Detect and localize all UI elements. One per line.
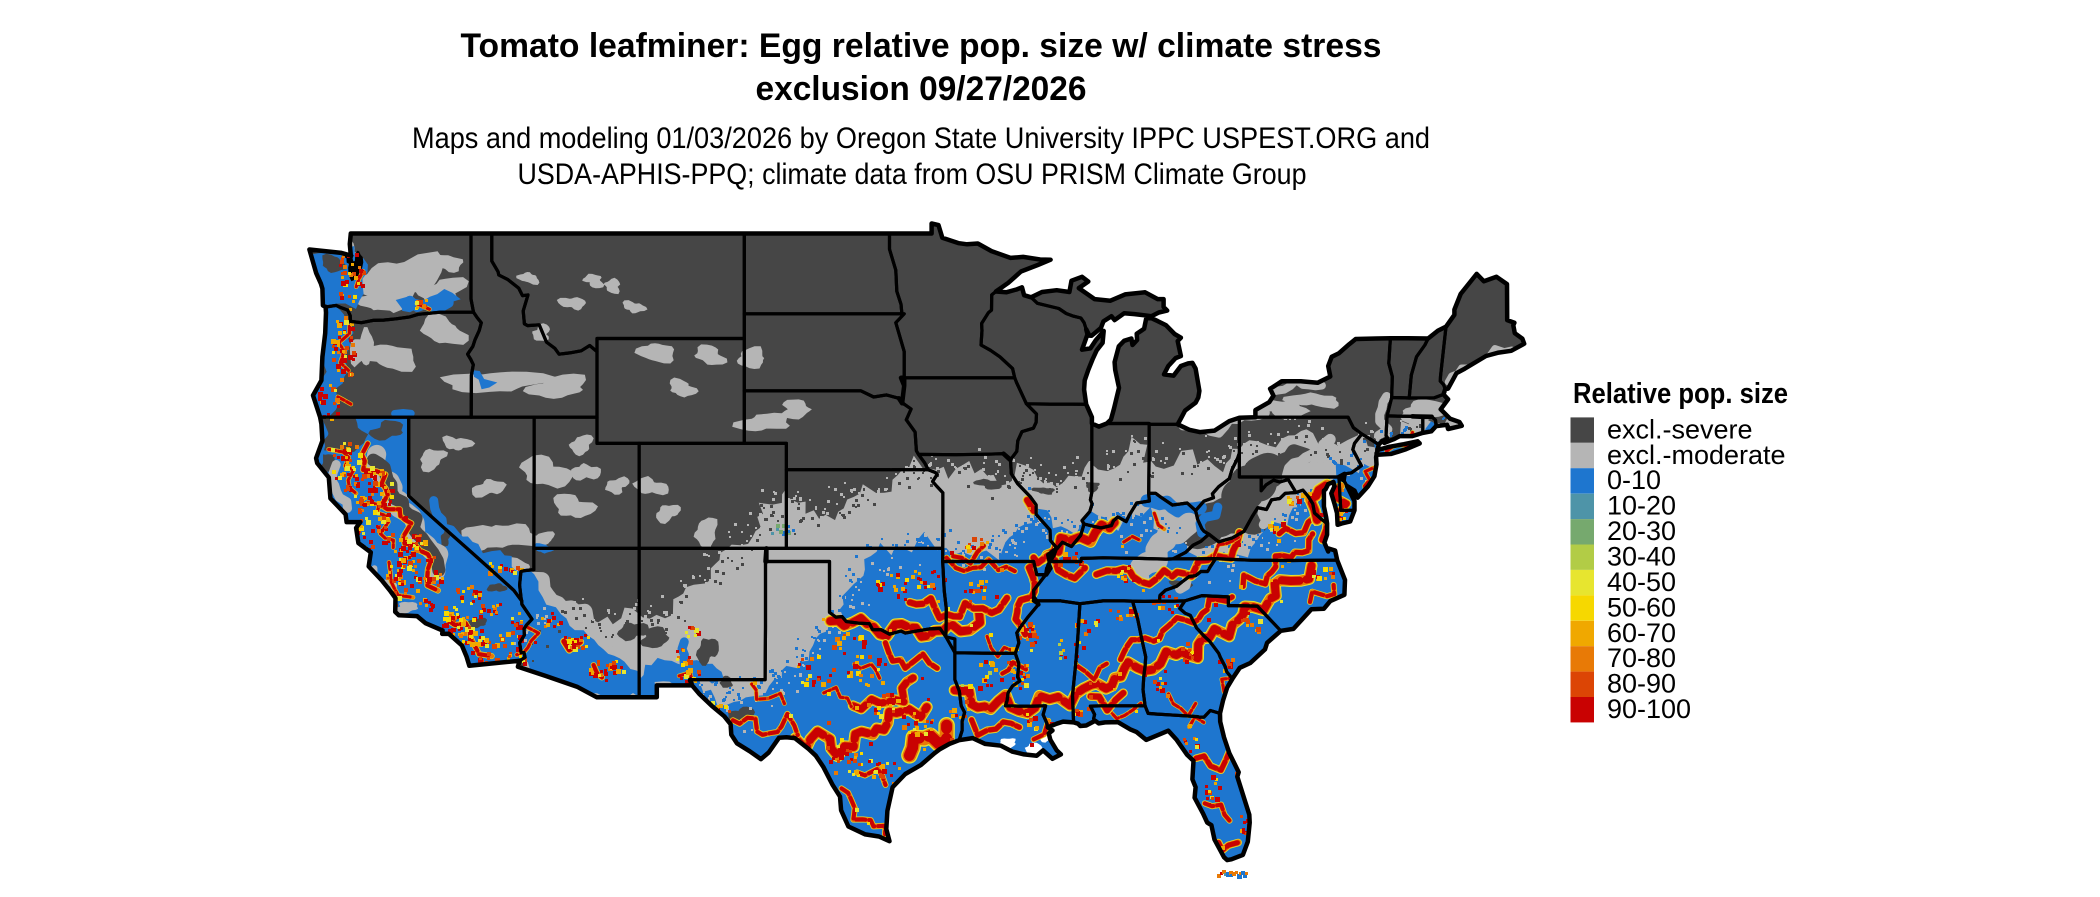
svg-text:exclusion 09/27/2026: exclusion 09/27/2026	[756, 70, 1087, 108]
svg-text:90-100: 90-100	[1607, 694, 1691, 724]
svg-text:50-60: 50-60	[1607, 592, 1676, 622]
svg-text:30-40: 30-40	[1607, 542, 1676, 572]
svg-text:70-80: 70-80	[1607, 643, 1676, 673]
svg-text:Tomato leafminer: Egg relative: Tomato leafminer: Egg relative pop. size…	[461, 27, 1382, 65]
svg-text:Relative pop. size: Relative pop. size	[1573, 378, 1788, 410]
svg-text:excl.-moderate: excl.-moderate	[1607, 440, 1786, 470]
svg-text:80-90: 80-90	[1607, 669, 1676, 699]
svg-text:60-70: 60-70	[1607, 618, 1676, 648]
svg-text:USDA-APHIS-PPQ; climate data f: USDA-APHIS-PPQ; climate data from OSU PR…	[518, 158, 1307, 191]
svg-text:0-10: 0-10	[1607, 465, 1661, 495]
svg-text:40-50: 40-50	[1607, 567, 1676, 597]
svg-text:10-20: 10-20	[1607, 491, 1676, 521]
svg-text:Maps and modeling 01/03/2026 b: Maps and modeling 01/03/2026 by Oregon S…	[412, 122, 1430, 155]
svg-text:20-30: 20-30	[1607, 516, 1676, 546]
svg-text:excl.-severe: excl.-severe	[1607, 414, 1753, 444]
